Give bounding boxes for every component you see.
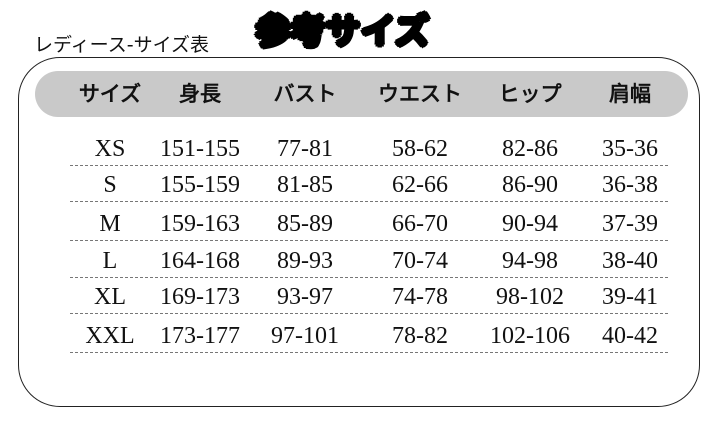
- column-header: ヒップ: [498, 82, 562, 106]
- table-row: XS 151-155 77-81 58-62 82-86 35-36: [70, 129, 668, 166]
- table-cell: 90-94: [502, 211, 558, 237]
- table-cell: L: [102, 248, 118, 274]
- column-header: バスト: [273, 82, 337, 106]
- table-cell: 78-82: [392, 323, 448, 349]
- table-cell: M: [99, 211, 121, 237]
- table-cell: 35-36: [602, 136, 658, 162]
- column-header: 身長: [179, 82, 221, 106]
- table-cell: 37-39: [602, 211, 658, 237]
- table-cell: 58-62: [392, 136, 448, 162]
- table-cell: 39-41: [602, 284, 658, 310]
- table-row: XXL 173-177 97-101 78-82 102-106 40-42: [70, 316, 668, 353]
- table-cell: 169-173: [160, 284, 240, 310]
- table-cell: 164-168: [160, 248, 240, 274]
- table-cell: 89-93: [277, 248, 333, 274]
- table-cell: 77-81: [277, 136, 333, 162]
- table-row: S 155-159 81-85 62-66 86-90 36-38: [70, 165, 668, 202]
- table-cell: S: [103, 172, 117, 198]
- table-cell: 85-89: [277, 211, 333, 237]
- table-cell: 36-38: [602, 172, 658, 198]
- table-cell: 151-155: [160, 136, 240, 162]
- table-header: サイズ 身長 バスト ウエスト ヒップ 肩幅: [35, 71, 688, 117]
- table-cell: 173-177: [160, 323, 240, 349]
- table-cell: 94-98: [502, 248, 558, 274]
- table-cell: 38-40: [602, 248, 658, 274]
- table-cell: XS: [94, 136, 126, 162]
- table-row: XL 169-173 93-97 74-78 98-102 39-41: [70, 277, 668, 314]
- table-row: M 159-163 85-89 66-70 90-94 37-39: [70, 204, 668, 241]
- table-cell: 81-85: [277, 172, 333, 198]
- table-cell: 82-86: [502, 136, 558, 162]
- column-header: 肩幅: [609, 82, 651, 106]
- table-cell: XXL: [85, 323, 135, 349]
- table-cell: 86-90: [502, 172, 558, 198]
- table-row: L 164-168 89-93 70-74 94-98 38-40: [70, 241, 668, 278]
- table-cell: 66-70: [392, 211, 448, 237]
- table-cell: 70-74: [392, 248, 448, 274]
- chart-subtitle: レディース-サイズ表: [34, 34, 210, 56]
- table-cell: 74-78: [392, 284, 448, 310]
- table-cell: 102-106: [490, 323, 570, 349]
- table-cell: 97-101: [271, 323, 339, 349]
- chart-title-logo: 参考サイズ: [255, 11, 430, 53]
- table-cell: 159-163: [160, 211, 240, 237]
- table-cell: 155-159: [160, 172, 240, 198]
- table-cell: 40-42: [602, 323, 658, 349]
- table-cell: 93-97: [277, 284, 333, 310]
- table-cell: XL: [94, 284, 126, 310]
- table-cell: 98-102: [496, 284, 564, 310]
- column-header: サイズ: [78, 82, 142, 106]
- column-header: ウエスト: [378, 82, 462, 106]
- table-cell: 62-66: [392, 172, 448, 198]
- table-frame: [18, 57, 700, 407]
